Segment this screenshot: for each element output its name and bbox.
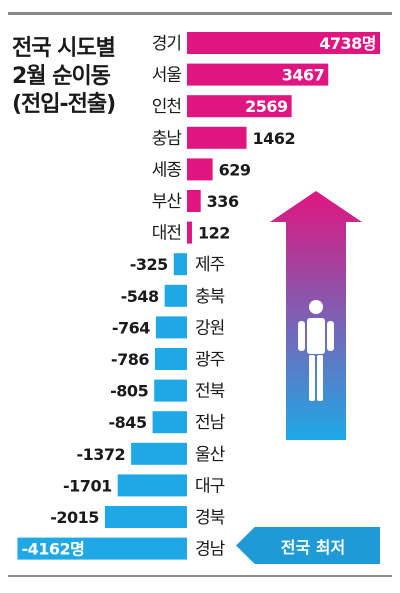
category-label: 전북 [195,382,225,402]
value-label: -4162명 [21,540,84,559]
category-label: 경기 [152,34,181,54]
bar-대구 [117,474,187,497]
value-label: -805 [110,382,148,401]
bar-광주 [154,348,187,370]
value-label: 122 [198,224,230,243]
bar-경북 [104,506,187,528]
person-icon [298,300,334,401]
category-label: 충북 [195,287,225,307]
category-label: 전남 [195,413,226,433]
category-label: 대전 [152,224,181,244]
bar-서울 [187,63,329,86]
value-label: 336 [207,192,239,211]
bar-경남 [17,537,188,560]
category-label: 광주 [195,350,225,370]
value-label: -1372 [76,445,125,464]
value-label: 2569 [245,97,288,116]
category-label: 충남 [152,129,183,149]
category-label: 경남 [195,540,226,560]
chart-title-line-1: 전국 시도별 [12,36,116,61]
value-label: -548 [121,287,159,306]
bar-부산 [187,190,201,212]
value-label: -2015 [50,508,99,527]
value-label: 3467 [282,66,325,85]
chart-title-line-2: 2월 순이동 [12,64,111,89]
top-rule [8,12,392,15]
category-label: 부산 [152,192,183,212]
bar-경기 [187,32,380,54]
category-label: 인천 [152,97,181,117]
value-label: -1701 [63,476,112,495]
category-label: 울산 [195,445,226,465]
value-label: -764 [112,318,150,337]
chart-title-line-3: (전입-전출) [12,92,116,117]
value-label: -845 [109,413,147,432]
bar-대전 [187,221,192,244]
value-label: -325 [130,255,168,274]
category-label: 제주 [195,255,225,275]
lowest-callout: 전국 최저 [236,527,380,564]
bar-제주 [173,253,187,276]
category-label: 경북 [195,508,225,528]
category-label: 강원 [195,318,224,338]
bar-충남 [187,126,247,149]
bar-전남 [152,411,187,434]
bottom-rule [8,575,392,577]
category-label: 대구 [195,476,225,496]
value-label: -786 [111,350,149,369]
bar-강원 [155,316,187,339]
bar-충북 [164,284,187,307]
bar-인천 [187,95,292,118]
value-label: 629 [219,160,251,179]
value-label: 4738명 [319,34,376,53]
category-label: 세종 [152,160,182,180]
bar-세종 [187,158,213,181]
value-label: 1462 [253,129,296,148]
bar-전북 [154,379,187,402]
up-arrow-graphic [270,191,362,440]
category-label: 서울 [152,66,182,86]
bar-울산 [131,442,187,465]
